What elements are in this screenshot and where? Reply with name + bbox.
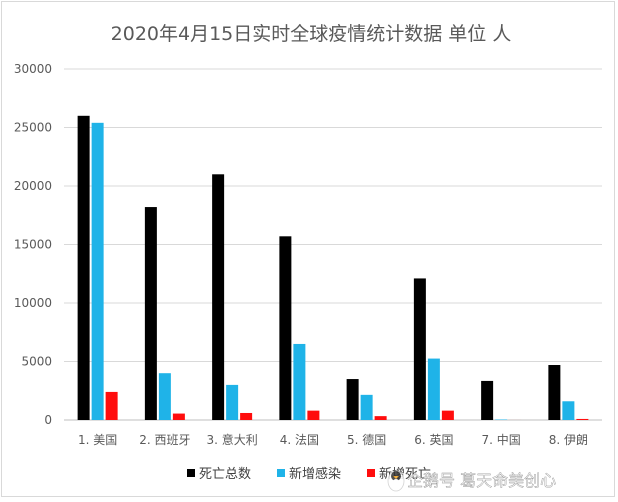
y-tick-label: 15000	[14, 238, 52, 252]
x-tick-label: 2. 西班牙	[139, 433, 190, 447]
bar	[307, 411, 319, 420]
y-tick-label: 5000	[21, 355, 52, 369]
bar	[375, 416, 387, 420]
x-axis: 1. 美国 2. 西班牙 3. 意大利 4. 法国 5. 德国 6. 英国 7. 中国 8. …	[78, 432, 588, 447]
bar	[106, 392, 118, 420]
chart-title: 2020年4月15日实时全球疫情统计数据 单位 人	[111, 23, 512, 45]
bar	[159, 373, 171, 420]
bar	[92, 123, 104, 420]
x-tick-label: 8. 伊朗	[549, 433, 588, 447]
y-tick-label: 0	[44, 413, 52, 427]
bar	[576, 419, 588, 420]
bar	[548, 365, 560, 420]
bar	[442, 411, 454, 420]
gridlines	[64, 69, 602, 420]
x-tick-label: 1. 美国	[78, 433, 117, 447]
penguin-icon	[388, 471, 404, 491]
y-tick-label: 20000	[14, 179, 52, 193]
penguin-belly	[392, 479, 400, 489]
y-tick-label: 25000	[14, 121, 52, 135]
bar	[226, 385, 238, 420]
x-tick-label: 5. 德国	[347, 432, 386, 447]
bar	[361, 395, 373, 420]
y-axis: 0 5000 10000 15000 20000 25000 30000	[14, 62, 52, 427]
bar	[293, 344, 305, 420]
legend-label: 新增感染	[289, 466, 341, 482]
y-tick-label: 30000	[14, 62, 52, 76]
x-tick-label: 6. 英国	[414, 433, 453, 447]
bar	[562, 401, 574, 420]
legend-label: 死亡总数	[199, 467, 251, 482]
bar	[481, 381, 493, 420]
bar	[279, 236, 291, 420]
bars	[78, 116, 589, 420]
y-tick-label: 10000	[14, 296, 52, 310]
x-tick-label: 7. 中国	[481, 432, 520, 447]
bar	[173, 414, 185, 420]
bar	[240, 413, 252, 420]
bar	[145, 207, 157, 420]
bar	[347, 379, 359, 420]
watermark-text: 企鹅号 葛天命美创心	[407, 471, 556, 490]
x-tick-label: 4. 法国	[280, 433, 319, 447]
bar	[414, 278, 426, 420]
bar	[78, 116, 90, 420]
legend-swatch	[187, 469, 195, 477]
watermark: 企鹅号 葛天命美创心	[388, 471, 556, 491]
bar	[212, 174, 224, 420]
legend-swatch	[367, 469, 375, 477]
legend-swatch	[277, 469, 285, 477]
x-tick-label: 3. 意大利	[206, 432, 257, 447]
bar	[428, 359, 440, 420]
